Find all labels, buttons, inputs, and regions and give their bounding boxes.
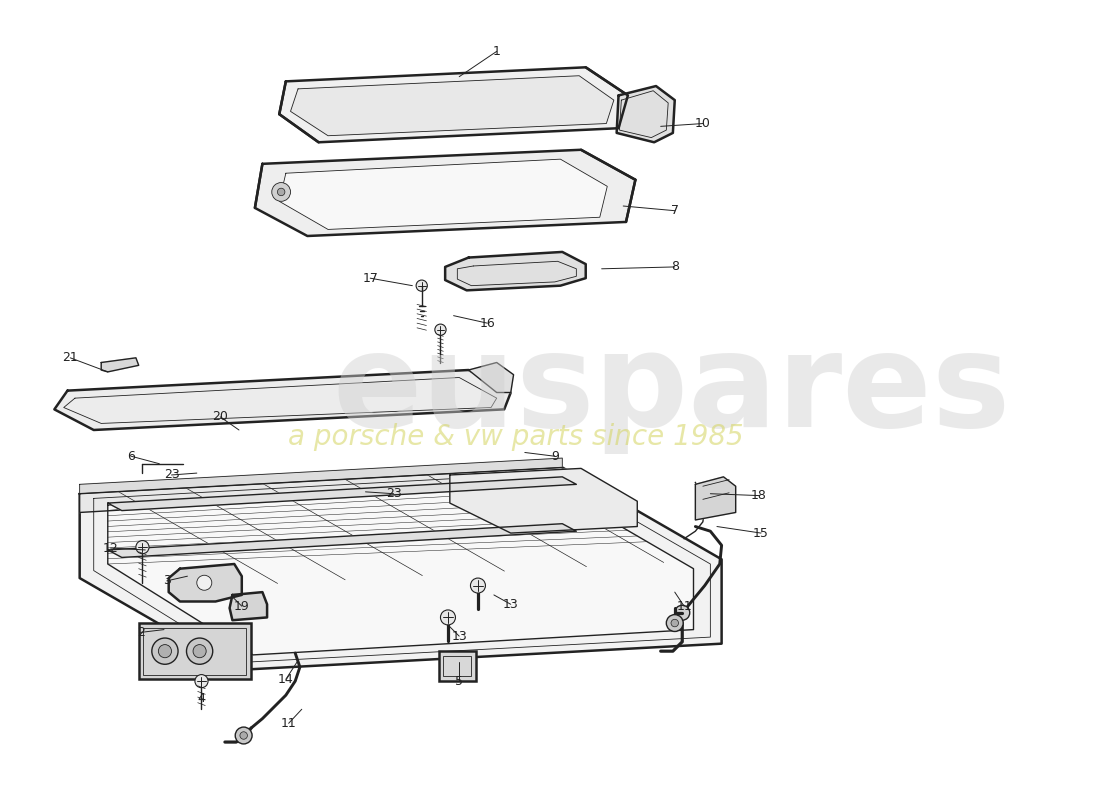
Polygon shape: [101, 358, 139, 372]
Circle shape: [158, 645, 172, 658]
Circle shape: [194, 645, 206, 658]
Polygon shape: [79, 458, 562, 494]
Text: 16: 16: [480, 317, 495, 330]
Polygon shape: [168, 564, 242, 602]
Circle shape: [416, 280, 427, 291]
Circle shape: [671, 619, 679, 626]
Text: 6: 6: [128, 450, 135, 462]
Text: 11: 11: [676, 600, 692, 613]
Bar: [443, 656, 472, 677]
Text: 9: 9: [551, 450, 559, 462]
Circle shape: [277, 188, 285, 196]
Text: 15: 15: [754, 526, 769, 539]
Polygon shape: [279, 159, 607, 230]
Text: 23: 23: [164, 469, 179, 482]
Text: 17: 17: [362, 272, 378, 285]
Polygon shape: [255, 150, 636, 236]
Text: eu: eu: [332, 327, 516, 454]
Text: 5: 5: [455, 674, 463, 688]
Text: 18: 18: [751, 489, 767, 502]
Circle shape: [152, 638, 178, 664]
Polygon shape: [290, 76, 614, 136]
Text: spares: spares: [516, 327, 1011, 454]
Polygon shape: [54, 370, 510, 430]
Polygon shape: [108, 477, 576, 510]
Circle shape: [440, 610, 455, 625]
Text: 14: 14: [278, 673, 294, 686]
Polygon shape: [79, 467, 722, 670]
Polygon shape: [450, 469, 637, 533]
Polygon shape: [469, 362, 514, 393]
Polygon shape: [79, 467, 562, 513]
Circle shape: [272, 182, 290, 202]
Polygon shape: [230, 592, 267, 620]
Circle shape: [667, 614, 683, 631]
Text: a porsche & vw parts since 1985: a porsche & vw parts since 1985: [287, 423, 744, 451]
Bar: [139, 623, 251, 679]
Text: 2: 2: [136, 626, 144, 639]
Circle shape: [235, 727, 252, 744]
Polygon shape: [446, 252, 585, 290]
Circle shape: [674, 606, 690, 620]
Circle shape: [136, 541, 149, 554]
Text: 19: 19: [234, 600, 250, 613]
Polygon shape: [617, 86, 674, 142]
Text: 21: 21: [63, 351, 78, 364]
Polygon shape: [695, 477, 736, 520]
Bar: [143, 628, 246, 674]
Polygon shape: [279, 67, 628, 142]
Text: 23: 23: [386, 487, 402, 500]
Text: 4: 4: [198, 691, 206, 705]
Text: 20: 20: [212, 410, 228, 423]
Polygon shape: [108, 478, 693, 655]
Text: 1: 1: [493, 45, 500, 58]
Text: 7: 7: [671, 204, 679, 217]
Text: 8: 8: [671, 261, 679, 274]
Text: 13: 13: [451, 630, 468, 642]
Polygon shape: [108, 524, 576, 558]
Text: 11: 11: [280, 717, 297, 730]
Text: 3: 3: [163, 574, 170, 587]
Circle shape: [434, 324, 447, 335]
Bar: [439, 651, 476, 681]
Circle shape: [195, 674, 208, 688]
Circle shape: [187, 638, 212, 664]
Text: 10: 10: [695, 117, 711, 130]
Circle shape: [471, 578, 485, 593]
Text: 12: 12: [102, 542, 119, 554]
Circle shape: [197, 575, 212, 590]
Circle shape: [240, 732, 248, 739]
Text: 13: 13: [503, 598, 518, 611]
